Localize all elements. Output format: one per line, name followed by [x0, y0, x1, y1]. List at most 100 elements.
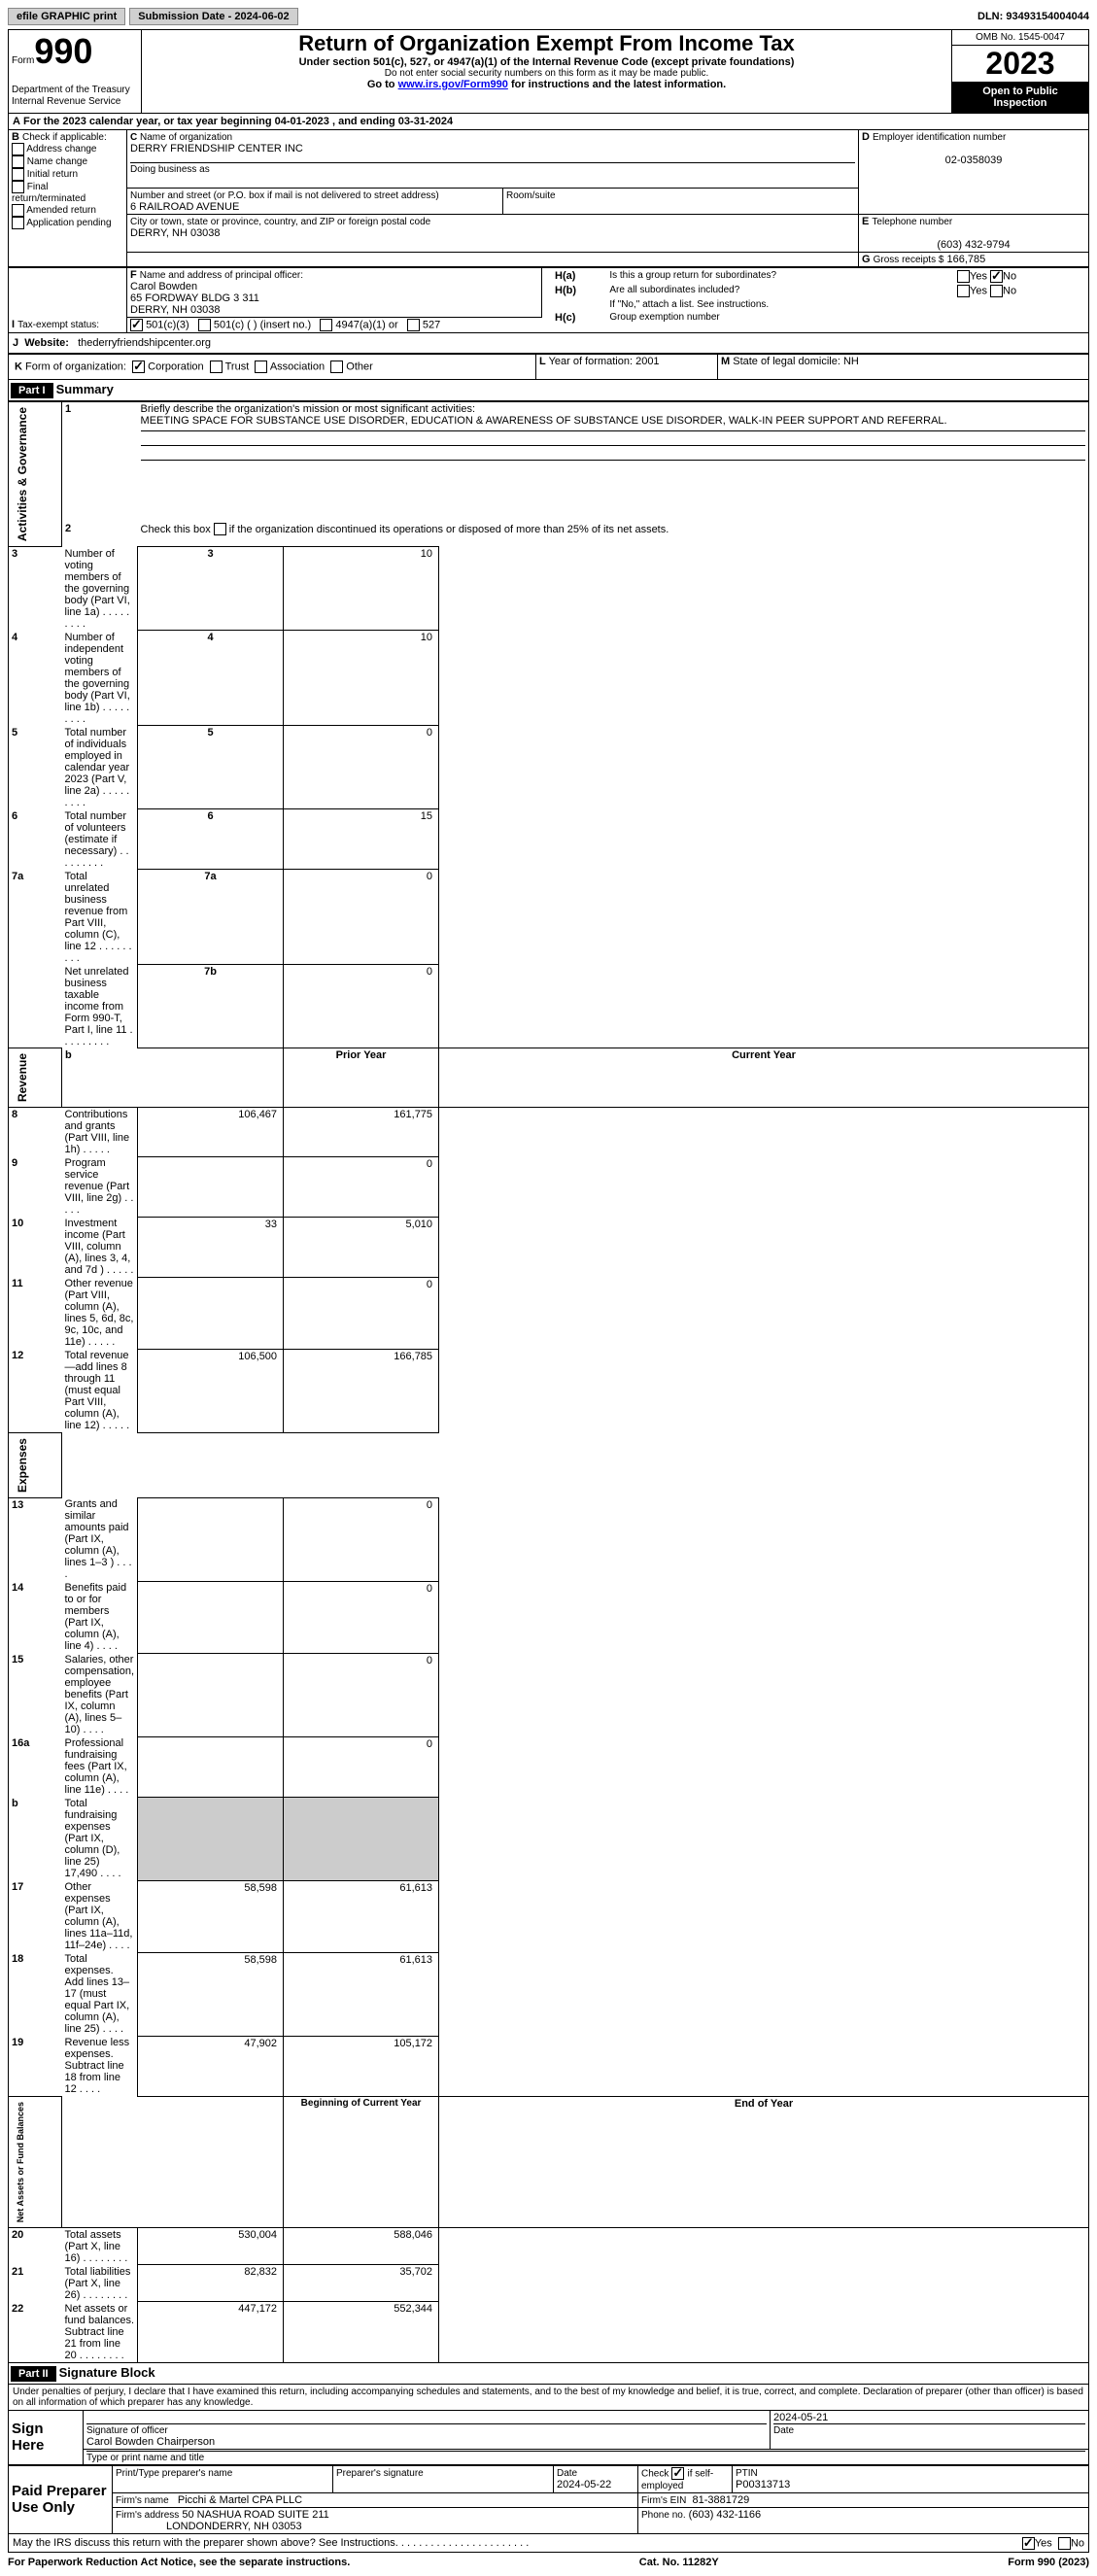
submission-date-button[interactable]: Submission Date - 2024-06-02 [129, 8, 297, 25]
boxb-checkbox[interactable] [12, 155, 24, 168]
perjury-declaration: Under penalties of perjury, I declare th… [8, 2385, 1089, 2410]
discuss-line: May the IRS discuss this return with the… [8, 2534, 1089, 2553]
website-value: thederryfriendshipcenter.org [78, 337, 211, 349]
goto-line: Go to www.irs.gov/Form990 for instructio… [145, 79, 948, 90]
boxb-checkbox[interactable] [12, 217, 24, 229]
ein-value: 02-0358039 [862, 155, 1085, 166]
officer-sig: Carol Bowden Chairperson [86, 2436, 215, 2448]
street-address: 6 RAILROAD AVENUE [130, 201, 239, 213]
501c-checkbox[interactable] [198, 319, 211, 331]
end-year-header: End of Year [439, 2096, 1089, 2227]
ptin-label: PTIN [736, 2468, 758, 2479]
subdate-value: 2024-06-02 [234, 11, 289, 22]
year-formation: 2001 [635, 356, 659, 367]
officer-addr2: DERRY, NH 03038 [130, 304, 221, 316]
part2-label: Part II [11, 2366, 56, 2382]
firm-addr1: 50 NASHUA ROAD SUITE 211 [182, 2509, 328, 2521]
footer-left: For Paperwork Reduction Act Notice, see … [8, 2557, 350, 2568]
irs-link[interactable]: www.irs.gov/Form990 [398, 79, 508, 90]
firm-ein-label: Firm's EIN [641, 2495, 686, 2506]
firm-name: Picchi & Martel CPA PLLC [178, 2494, 302, 2506]
boxb-checkbox[interactable] [12, 204, 24, 217]
phone-value: (603) 432-9794 [862, 239, 1085, 251]
hb-note: If "No," attach a list. See instructions… [606, 298, 1085, 311]
corp-checkbox[interactable] [132, 361, 145, 373]
no-ssn-note: Do not enter social security numbers on … [145, 68, 948, 79]
prep-name-label: Print/Type preparer's name [116, 2468, 232, 2479]
part1-title: Summary [56, 382, 114, 396]
firm-ein: 81-3881729 [692, 2494, 749, 2506]
footer-mid: Cat. No. 11282Y [639, 2557, 719, 2568]
officer-name: Carol Bowden [130, 281, 197, 292]
date-label: Date [773, 2425, 794, 2436]
phone-label: Telephone number [872, 217, 952, 227]
firm-addr-label: Firm's address [116, 2510, 179, 2521]
mission-text: MEETING SPACE FOR SUBSTANCE USE DISORDER… [141, 415, 947, 427]
boxb-checkbox[interactable] [12, 181, 24, 193]
other-checkbox[interactable] [330, 361, 343, 373]
sign-here-label: Sign Here [9, 2410, 84, 2464]
discuss-no-checkbox[interactable] [1058, 2537, 1071, 2550]
page-footer: For Paperwork Reduction Act Notice, see … [8, 2557, 1089, 2568]
city-value: DERRY, NH 03038 [130, 227, 221, 239]
org-name-label: Name of organization [140, 132, 232, 143]
trust-checkbox[interactable] [210, 361, 223, 373]
line1-label: Briefly describe the organization's miss… [141, 403, 475, 415]
firm-phone: (603) 432-1166 [689, 2509, 761, 2521]
527-checkbox[interactable] [407, 319, 420, 331]
side-na: Net Assets or Fund Balances [12, 2098, 29, 2226]
hb-label: Are all subordinates included? [606, 284, 954, 298]
org-name: DERRY FRIENDSHIP CENTER INC [130, 143, 303, 155]
omb-number: OMB No. 1545-0047 [952, 30, 1088, 46]
501c3-checkbox[interactable] [130, 319, 143, 331]
begin-year-header: Beginning of Current Year [284, 2096, 439, 2227]
boxb-checkbox[interactable] [12, 168, 24, 181]
top-bar: efile GRAPHIC print Submission Date - 20… [8, 8, 1089, 25]
form-subtitle: Under section 501(c), 527, or 4947(a)(1)… [145, 56, 948, 68]
line2-checkbox[interactable] [214, 523, 226, 535]
addr-label: Number and street (or P.O. box if mail i… [130, 190, 439, 201]
ha-no-checkbox[interactable] [990, 270, 1003, 283]
boxb-checkbox[interactable] [12, 143, 24, 155]
tax-status-label: Tax-exempt status: [17, 320, 99, 330]
subdate-label: Submission Date - [138, 11, 234, 22]
check-if-label: Check [641, 2468, 668, 2479]
form-header: Form990 Department of the Treasury Inter… [8, 29, 1089, 114]
efile-button[interactable]: efile GRAPHIC print [8, 8, 125, 25]
period-a: A For the 2023 calendar year, or tax yea… [8, 114, 1089, 129]
type-name-label: Type or print name and title [86, 2453, 204, 2463]
ha-yes-checkbox[interactable] [957, 270, 970, 283]
form-org-label: Form of organization: [25, 361, 126, 372]
line2-text: Check this box if the organization disco… [141, 524, 669, 535]
side-rev: Revenue [12, 1049, 33, 1106]
open-inspection: Open to Public Inspection [952, 82, 1088, 113]
hb-yes-checkbox[interactable] [957, 285, 970, 297]
domicile-label: State of legal domicile: [733, 356, 843, 367]
discuss-yes-checkbox[interactable] [1022, 2537, 1035, 2550]
part2-title: Signature Block [59, 2365, 155, 2380]
dba-label: Doing business as [130, 164, 210, 175]
paid-preparer-label: Paid Preparer Use Only [9, 2465, 113, 2533]
klm-block: K Form of organization: Corporation Trus… [8, 354, 1089, 380]
officer-label: Name and address of principal officer: [140, 270, 303, 281]
ein-label: Employer identification number [873, 132, 1006, 143]
dln: DLN: 93493154004044 [977, 11, 1089, 22]
hb-no-checkbox[interactable] [990, 285, 1003, 297]
officer-addr1: 65 FORDWAY BLDG 3 311 [130, 292, 259, 304]
box-b-header: Check if applicable: [22, 132, 107, 143]
ptin-value: P00313713 [736, 2479, 790, 2490]
website-label: Website: [24, 337, 69, 349]
firm-name-label: Firm's name [116, 2495, 169, 2506]
current-year-header: Current Year [439, 1048, 1089, 1108]
dept-treasury: Department of the Treasury [12, 85, 130, 95]
form-title: Return of Organization Exempt From Incom… [145, 31, 948, 56]
form-label: Form [12, 55, 34, 66]
prep-date-label: Date [557, 2468, 577, 2479]
footer-right: Form 990 (2023) [1008, 2557, 1089, 2568]
assoc-checkbox[interactable] [255, 361, 267, 373]
hc-label: Group exemption number [606, 311, 1085, 325]
4947-checkbox[interactable] [320, 319, 332, 331]
preparer-block: Paid Preparer Use Only Print/Type prepar… [8, 2465, 1089, 2534]
entity-block: B Check if applicable: Address change Na… [8, 129, 1089, 267]
self-emp-checkbox[interactable] [671, 2467, 684, 2480]
